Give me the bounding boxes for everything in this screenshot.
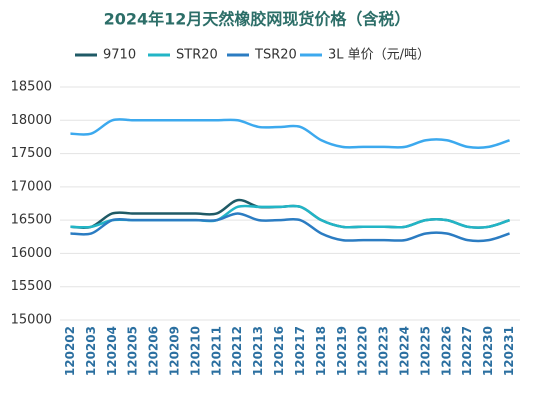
y-tick-label: 17500 <box>11 146 52 161</box>
line <box>70 118 510 149</box>
y-tick-label: 18000 <box>11 113 52 128</box>
legend-label: 9710 <box>103 48 136 63</box>
legend-label: TSR20 <box>254 48 297 63</box>
y-tick-label: 17000 <box>11 179 52 194</box>
y-tick-label: 18500 <box>11 80 52 95</box>
x-tick-label: 120218 <box>314 326 328 376</box>
y-tick-label: 15000 <box>11 313 52 328</box>
x-tick-label: 120227 <box>460 326 474 376</box>
x-tick-label: 120220 <box>356 326 370 376</box>
x-tick-label: 120225 <box>418 326 432 376</box>
x-tick-label: 120216 <box>272 326 286 376</box>
chart-title: 2024年12月天然橡胶网现货价格（含税） <box>104 10 411 29</box>
x-tick-label: 120209 <box>168 326 182 376</box>
x-tick-label: 120211 <box>209 326 223 376</box>
x-tick-label: 120226 <box>439 326 453 376</box>
x-tick-label: 120224 <box>398 326 412 376</box>
legend-label: STR20 <box>176 48 218 63</box>
y-tick-label: 16000 <box>11 246 52 261</box>
x-tick-label: 120223 <box>377 326 391 376</box>
x-tick-label: 120206 <box>147 326 161 376</box>
x-tick-label: 120219 <box>335 326 349 376</box>
y-tick-label: 15500 <box>11 279 52 294</box>
y-tick-label: 16500 <box>11 213 52 228</box>
x-tick-label: 120213 <box>251 326 265 376</box>
x-tick-label: 120231 <box>502 326 516 376</box>
x-tick-label: 120203 <box>84 326 98 376</box>
x-tick-label: 120217 <box>293 326 307 376</box>
legend-label: 3L 单价（元/吨） <box>328 48 430 63</box>
x-tick-label: 120212 <box>230 326 244 376</box>
x-tick-label: 120204 <box>105 326 119 376</box>
line <box>70 212 510 243</box>
x-tick-label: 120230 <box>481 326 495 376</box>
x-tick-label: 120210 <box>188 326 202 376</box>
x-tick-label: 120202 <box>63 326 77 376</box>
x-tick-label: 120205 <box>126 326 140 376</box>
